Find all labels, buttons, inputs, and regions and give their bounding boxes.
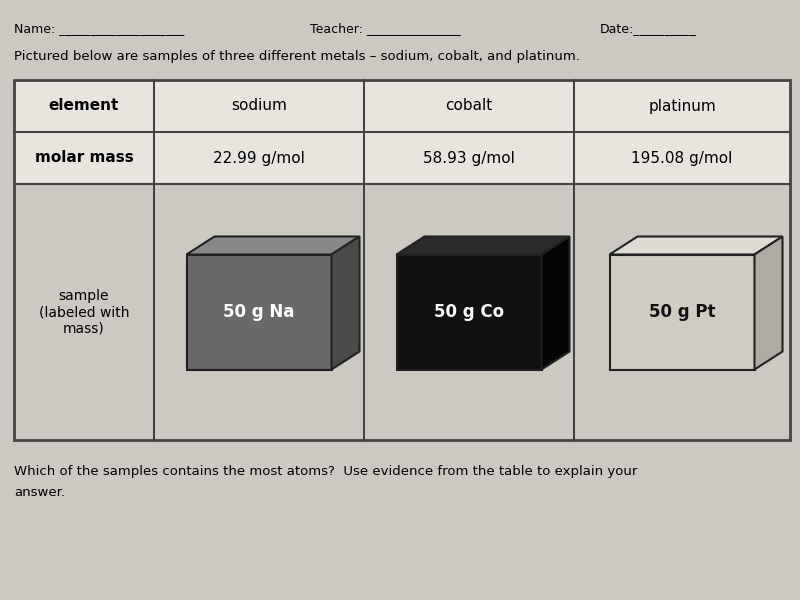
Bar — [574, 132, 790, 184]
Polygon shape — [331, 236, 359, 370]
Polygon shape — [610, 236, 782, 254]
Polygon shape — [542, 236, 570, 370]
Text: Date:__________: Date:__________ — [600, 22, 697, 35]
Text: molar mass: molar mass — [34, 151, 134, 166]
Text: 50 g Na: 50 g Na — [223, 303, 294, 321]
Bar — [154, 80, 364, 132]
Text: Name: ____________________: Name: ____________________ — [14, 22, 184, 35]
Text: cobalt: cobalt — [446, 98, 493, 113]
Text: 195.08 g/mol: 195.08 g/mol — [631, 151, 733, 166]
Text: platinum: platinum — [648, 98, 716, 113]
Text: Teacher: _______________: Teacher: _______________ — [310, 22, 461, 35]
Text: sodium: sodium — [231, 98, 287, 113]
Bar — [610, 254, 754, 370]
Text: 50 g Co: 50 g Co — [434, 303, 504, 321]
Text: Which of the samples contains the most atoms?  Use evidence from the table to ex: Which of the samples contains the most a… — [14, 465, 638, 499]
Polygon shape — [186, 236, 359, 254]
Text: 58.93 g/mol: 58.93 g/mol — [423, 151, 515, 166]
Bar — [186, 254, 331, 370]
Text: 22.99 g/mol: 22.99 g/mol — [213, 151, 305, 166]
Text: sample
(labeled with
mass): sample (labeled with mass) — [38, 289, 130, 335]
Bar — [364, 80, 574, 132]
Bar — [397, 254, 542, 370]
Text: 50 g Pt: 50 g Pt — [649, 303, 715, 321]
Text: Pictured below are samples of three different metals – sodium, cobalt, and plati: Pictured below are samples of three diff… — [14, 50, 580, 63]
Text: element: element — [49, 98, 119, 113]
Polygon shape — [397, 236, 570, 254]
Bar — [364, 132, 574, 184]
Polygon shape — [754, 236, 782, 370]
Bar — [14, 80, 154, 132]
Bar — [574, 80, 790, 132]
Bar — [154, 132, 364, 184]
Bar — [14, 132, 154, 184]
Bar — [14, 80, 790, 440]
